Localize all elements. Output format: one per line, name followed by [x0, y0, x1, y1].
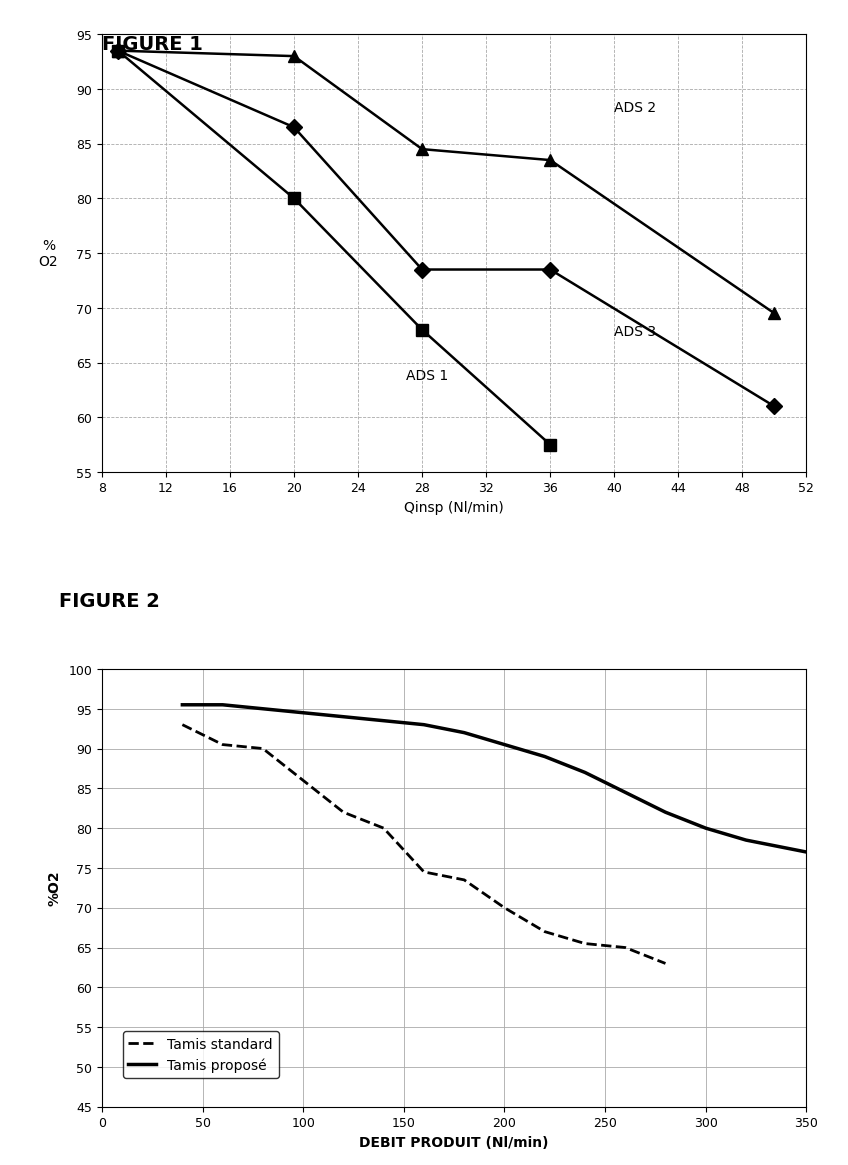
Tamis proposé — [801, 846, 811, 860]
Tamis proposé — [177, 698, 187, 712]
Tamis proposé — [217, 698, 227, 712]
Tamis standard — [579, 937, 589, 951]
Y-axis label: %
O2: % O2 — [38, 239, 59, 269]
Text: ADS 2: ADS 2 — [614, 100, 656, 114]
Tamis standard — [258, 742, 268, 756]
Text: ADS 3: ADS 3 — [614, 325, 656, 339]
Tamis proposé — [338, 709, 349, 723]
Y-axis label: %O2: %O2 — [47, 870, 61, 906]
Text: FIGURE 1: FIGURE 1 — [102, 35, 203, 54]
Tamis proposé — [459, 726, 469, 740]
Tamis proposé — [740, 833, 750, 847]
Tamis proposé — [418, 718, 428, 732]
Tamis standard — [418, 866, 428, 880]
Tamis proposé — [539, 750, 550, 764]
X-axis label: DEBIT PRODUIT (Nl/min): DEBIT PRODUIT (Nl/min) — [359, 1135, 549, 1149]
Tamis standard — [378, 821, 388, 835]
Text: FIGURE 2: FIGURE 2 — [59, 592, 160, 610]
Tamis standard — [338, 805, 349, 819]
Tamis standard — [298, 774, 308, 788]
Tamis standard — [620, 940, 630, 954]
Legend: Tamis standard, Tamis proposé: Tamis standard, Tamis proposé — [123, 1031, 278, 1078]
Tamis proposé — [258, 702, 268, 716]
Line: Tamis standard: Tamis standard — [182, 725, 665, 963]
Tamis proposé — [579, 765, 589, 779]
Tamis proposé — [298, 706, 308, 720]
Tamis proposé — [660, 805, 670, 819]
X-axis label: Qinsp (Nl/min): Qinsp (Nl/min) — [404, 501, 504, 515]
Tamis proposé — [700, 821, 710, 835]
Text: ADS 1: ADS 1 — [405, 368, 448, 382]
Tamis standard — [539, 925, 550, 939]
Tamis proposé — [499, 737, 509, 751]
Tamis proposé — [620, 785, 630, 799]
Tamis standard — [177, 718, 187, 732]
Tamis standard — [660, 956, 670, 970]
Tamis proposé — [378, 714, 388, 728]
Tamis standard — [459, 873, 469, 887]
Tamis standard — [217, 737, 227, 751]
Tamis standard — [499, 901, 509, 915]
Line: Tamis proposé: Tamis proposé — [182, 705, 806, 853]
